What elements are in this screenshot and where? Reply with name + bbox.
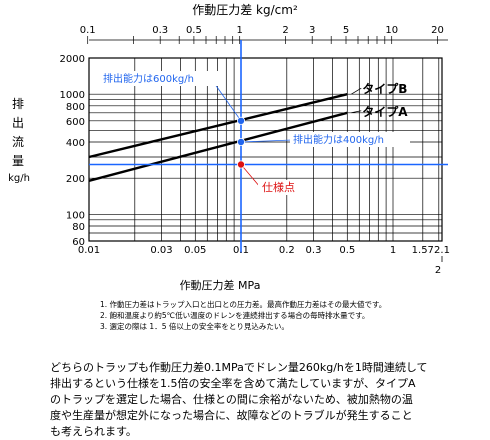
series <box>88 87 362 182</box>
x-tick-label: 0.5 <box>339 245 355 256</box>
callout-box-400 <box>290 132 410 147</box>
footnote-1: 1. 作動圧力差はトラップ入口と出口との圧力差。最高作動圧力差はその最大値です。 <box>100 300 387 309</box>
labels: 0.1 0.3 0.5 1 2 3 5 10 20 作動圧力差 kg/cm² 0.01 0.03 0.0… <box>8 3 450 292</box>
y-tick-label: 400 <box>66 138 85 149</box>
top-axis-tick-label: 0.1 <box>80 25 96 36</box>
points <box>100 71 410 195</box>
callout-text-spec: 仕様点 <box>262 180 295 194</box>
x-tick-label: 0.01 <box>78 245 100 256</box>
top-axis-tick-label: 5 <box>343 25 349 36</box>
series-label-type-a: タイプA <box>362 104 408 119</box>
y-axis-label-char: 量 <box>12 154 24 168</box>
x-tick-label: 0.03 <box>150 245 172 256</box>
point-marker-2 <box>236 160 245 169</box>
series-line-type-b <box>88 93 348 159</box>
series-leader <box>351 87 362 95</box>
axes <box>87 36 448 262</box>
explanation-paragraph: どちらのトラップも作動圧力差0.1MPaでドレン量260kg/hを1時間連続して… <box>50 360 478 440</box>
top-axis-tick-label: 0.5 <box>186 25 202 36</box>
series-line-type-a <box>88 111 348 182</box>
callout-leader-spec <box>240 164 261 188</box>
top-axis-tick-label: 3 <box>309 25 315 36</box>
paragraph-line-3: のトラップを選定した場合、仕様との間に余裕がないため、被加熱物の温 <box>50 393 413 406</box>
x-tick-label: 2.1 <box>434 245 450 256</box>
callout-text-600: 排出能力は600kg/h <box>103 72 194 85</box>
x-axis-extra-label: 2 <box>435 265 441 276</box>
y-axis-label-char: 排 <box>12 97 24 111</box>
y-tick-label: 80 <box>72 222 85 233</box>
top-axis-tick-label: 10 <box>385 25 398 36</box>
y-tick-label: 600 <box>66 117 85 128</box>
paragraph-line-5: も考えられます。 <box>50 425 137 438</box>
y-tick-label: 60 <box>72 237 85 248</box>
top-axis-tick-label: 1 <box>237 25 243 36</box>
paragraph-line-2: 排出するという仕様を1.5倍の安全率を含めて満たしていますが、タイプA <box>50 377 416 390</box>
y-axis-label-char: 出 <box>12 116 24 130</box>
x-tick-label: 1 <box>390 245 396 256</box>
x-tick-label: 0.3 <box>306 245 322 256</box>
callout-box-spec <box>258 180 302 195</box>
y-tick-label: 200 <box>66 174 85 185</box>
callout-text-400: 排出能力は400kg/h <box>293 133 384 146</box>
x-tick-label: 1.57 <box>412 245 434 256</box>
x-axis-label: 作動圧力差 MPa <box>180 278 261 292</box>
reference-lines <box>89 40 448 253</box>
top-axis-tick-label: 20 <box>431 25 444 36</box>
y-axis-unit: kg/h <box>8 173 30 184</box>
top-axis-tick-label: 2 <box>282 25 288 36</box>
plot-frame <box>88 57 443 242</box>
x-tick-label: 0.2 <box>279 245 295 256</box>
paragraph-line-1: どちらのトラップも作動圧力差0.1MPaでドレン量260kg/hを1時間連続して <box>50 361 428 374</box>
y-tick-label: 800 <box>66 102 85 113</box>
chart-title: 作動圧力差 kg/cm² <box>192 3 298 17</box>
series-label-type-b: タイプB <box>362 81 407 96</box>
paragraph-line-4: 度や生産量が想定外になった場合に、故障などのトラブルが発生すること <box>50 409 413 422</box>
footnote-2: 2. 飽和温度より約5℃低い温度のドレンを連続排出する場合の毎時排水量です。 <box>100 311 370 320</box>
point-marker-0 <box>236 116 245 125</box>
y-tick-label: 2000 <box>60 54 85 65</box>
footnote-3: 3. 選定の際は 1．5 倍以上の安全率をとり見込みたい。 <box>100 322 289 331</box>
series-leader <box>351 110 362 114</box>
callout-leader-400 <box>240 139 293 143</box>
steam-trap-discharge-chart: 0.1 0.3 0.5 1 2 3 5 10 20 作動圧力差 kg/cm² 0.01 0.03 0.0… <box>8 3 450 292</box>
callout-box-600 <box>100 71 218 86</box>
top-axis-tick-label: 0.3 <box>152 25 168 36</box>
callout-leader-600 <box>211 79 242 122</box>
point-marker-1 <box>236 137 245 146</box>
footnotes: 1. 作動圧力差はトラップ入口と出口との圧力差。最高作動圧力差はその最大値です。… <box>100 299 386 332</box>
y-tick-label: 1000 <box>60 90 85 101</box>
x-tick-label: 0.1 <box>233 245 249 256</box>
x-tick-label: 0.05 <box>184 245 206 256</box>
y-axis-label-char: 流 <box>12 135 24 149</box>
y-tick-label: 100 <box>66 210 85 221</box>
